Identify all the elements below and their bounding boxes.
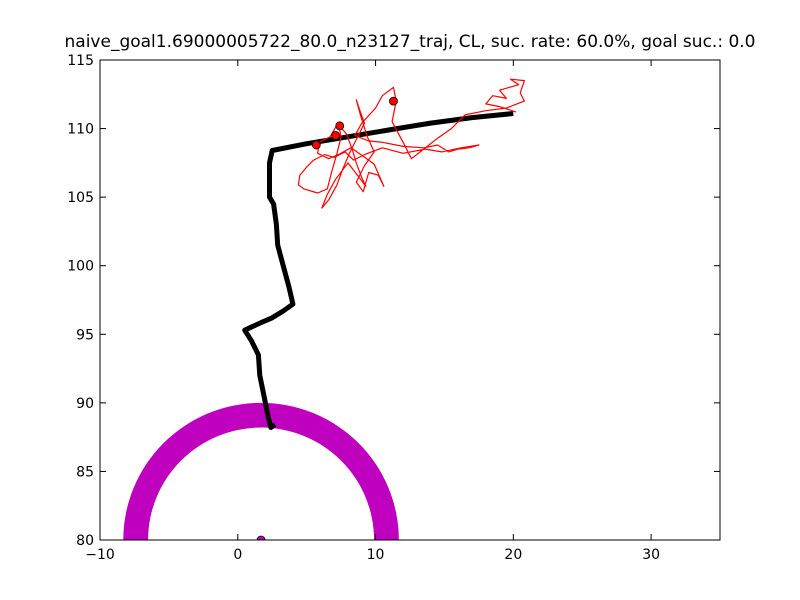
- trajectory-marker: [335, 121, 345, 131]
- x-tick-label: 0: [233, 547, 242, 563]
- y-tick-label: 80: [76, 533, 94, 549]
- x-tick-label: −10: [85, 547, 115, 563]
- trajectory-marker: [389, 96, 398, 106]
- goal-region: [123, 402, 399, 540]
- y-tick-label: 85: [76, 464, 94, 480]
- goal-marker: [256, 535, 266, 540]
- x-tick-label: 20: [504, 547, 522, 563]
- executed-trajectory-line: [297, 78, 526, 209]
- y-tick-label: 105: [67, 190, 94, 206]
- y-tick-label: 90: [76, 396, 94, 412]
- plot-area: [123, 78, 526, 540]
- axes: −10 0 10 20 30 80 85 90 95 100 105 110 115: [67, 53, 720, 563]
- plot-frame: [99, 59, 721, 541]
- y-tick-label: 95: [76, 327, 94, 343]
- trajectory-marker: [311, 140, 321, 150]
- chart-title: naive_goal1.69000005722_80.0_n23127_traj…: [65, 32, 756, 52]
- y-tick-label: 100: [67, 259, 94, 275]
- x-tick-label: 10: [367, 547, 385, 563]
- y-tick-label: 115: [67, 53, 94, 69]
- x-tick-label: 30: [642, 547, 660, 563]
- trajectory-marker: [331, 131, 341, 140]
- y-tick-label: 110: [67, 122, 94, 138]
